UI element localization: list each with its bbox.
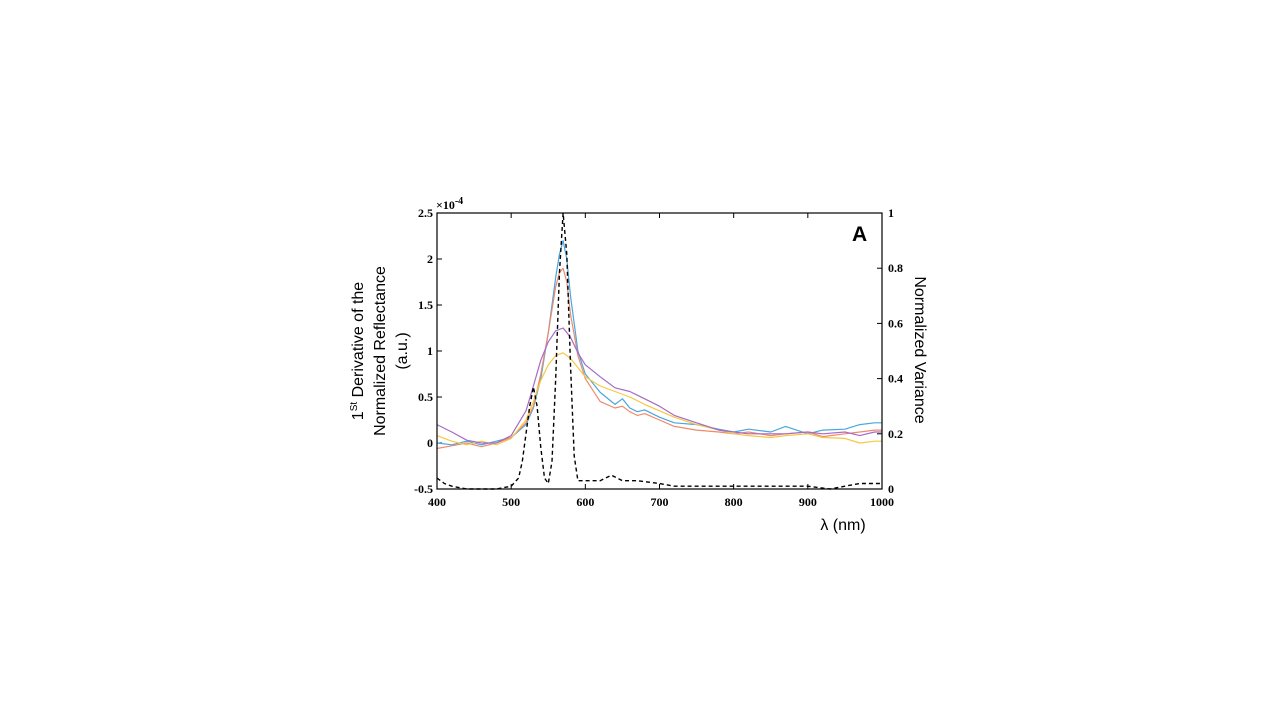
x-tick-label: 400 [428, 495, 446, 509]
panel-label: A [852, 223, 867, 246]
x-tick-labels: 400 500 600 700 800 900 1000 [428, 495, 894, 509]
x-tick-label: 700 [651, 495, 669, 509]
y-left-tick-label: 0 [427, 436, 433, 450]
y-left-axis-label: 1St Derivative of the Normalized Reflect… [349, 266, 411, 436]
y-left-tick-label: -0.5 [414, 482, 433, 496]
y-right-tick-label: 1 [888, 206, 894, 220]
y-right-axis-label: Normalized Variance [911, 276, 928, 423]
x-tick-label: 900 [799, 495, 817, 509]
series-line-yellow [436, 352, 882, 446]
y-right-tick-label: 0.8 [888, 261, 903, 275]
y-left-scale: ×10-4 [436, 196, 463, 212]
x-axis-label: λ (nm) [820, 517, 865, 534]
y-left-label-line2: Normalized Reflectance [372, 266, 389, 436]
x-tick-label: 800 [725, 495, 743, 509]
series-line-orange [436, 267, 882, 450]
y-left-tick-labels: -0.5 0 0.5 1 1.5 2 2.5 [414, 206, 433, 496]
y-right-tick-label: 0.6 [888, 316, 903, 330]
y-right-tick-labels: 0 0.2 0.4 0.6 0.8 1 [888, 206, 903, 496]
series-line-purple [436, 327, 882, 444]
y-left-tick-label: 2 [427, 252, 433, 266]
y-left-label-line1: 1St Derivative of the [349, 282, 367, 421]
y-left-scale-exponent: -4 [455, 196, 463, 207]
series-line-blue [436, 240, 882, 446]
y-right-tick-label: 0.4 [888, 372, 903, 386]
y-left-tick-label: 0.5 [418, 390, 433, 404]
x-tick-label: 600 [576, 495, 594, 509]
y-left-label-prefix: 1 [350, 411, 367, 420]
tick-marks [436, 212, 883, 490]
y-right-tick-label: 0 [888, 482, 894, 496]
series-line-normalized-variance [436, 212, 882, 490]
y-right-tick-label: 0.2 [888, 427, 903, 441]
y-left-scale-base: ×10 [436, 198, 455, 212]
plot-frame [436, 212, 883, 490]
y-left-label-rest: Derivative of the [350, 282, 367, 402]
y-left-tick-label: 1.5 [418, 298, 433, 312]
y-left-label-line3: (a.u.) [394, 332, 411, 369]
x-tick-label: 500 [502, 495, 520, 509]
series-layer [436, 212, 882, 490]
x-tick-label: 1000 [870, 495, 894, 509]
y-left-tick-label: 2.5 [418, 206, 433, 220]
y-left-label-sup: St [349, 402, 360, 412]
y-left-tick-label: 1 [427, 344, 433, 358]
